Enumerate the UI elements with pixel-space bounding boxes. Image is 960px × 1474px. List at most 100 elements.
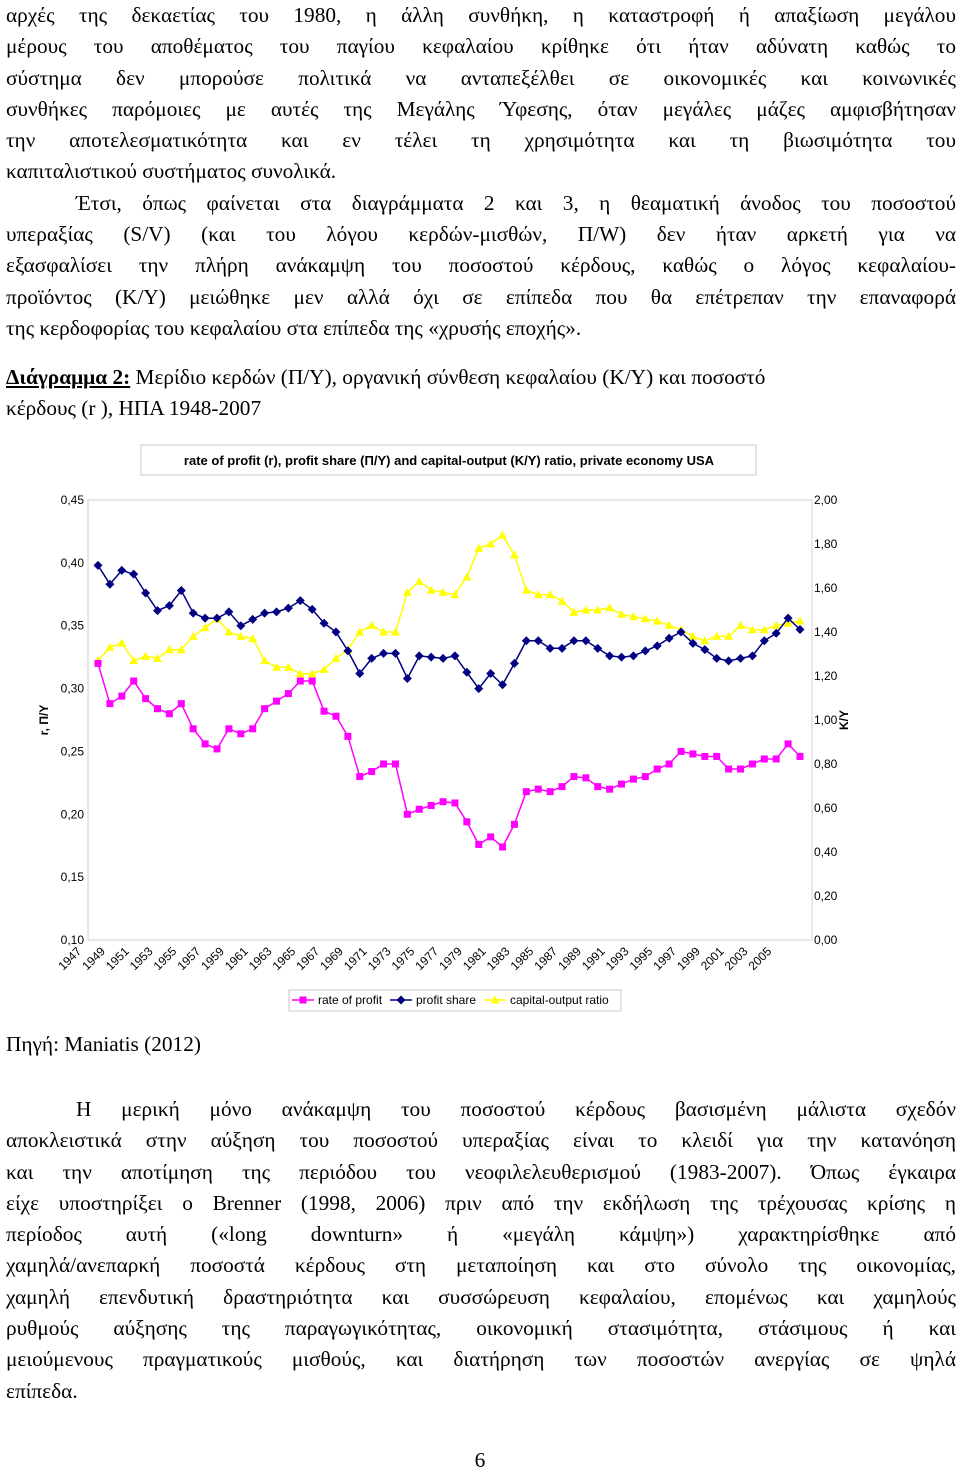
data-point <box>725 765 733 773</box>
data-point <box>188 608 198 618</box>
data-point <box>581 605 591 614</box>
data-point <box>390 627 400 636</box>
figure-label: Διάγραμμα 2: <box>6 365 131 389</box>
data-point <box>546 788 554 796</box>
series-rate-of-profit <box>94 659 804 851</box>
data-point <box>736 620 746 629</box>
plot-area <box>87 499 813 941</box>
data-point <box>677 747 685 755</box>
data-point <box>260 608 270 618</box>
data-point <box>236 631 246 640</box>
data-point <box>439 798 447 806</box>
text-line: και την αποτίμηση της περιόδου του νεοφι… <box>6 1159 956 1184</box>
data-point <box>248 634 258 643</box>
data-point <box>319 664 329 673</box>
text-line: περίοδος αυτή («long downturn» ή «μεγάλη… <box>6 1222 956 1247</box>
data-point <box>142 695 150 703</box>
data-point <box>272 697 280 705</box>
data-point <box>629 775 637 783</box>
text-line: συνθήκες παρόμοιες με αυτές της Μεγάλης … <box>6 96 956 121</box>
data-point <box>487 833 495 841</box>
data-point <box>617 652 627 662</box>
data-point <box>130 677 138 685</box>
data-point <box>295 669 305 678</box>
data-point <box>403 810 411 818</box>
data-point <box>105 579 115 589</box>
data-point <box>402 674 412 684</box>
data-point <box>153 705 161 713</box>
data-point <box>295 596 305 606</box>
data-point <box>368 768 376 776</box>
data-point <box>391 760 399 768</box>
data-point <box>414 651 424 661</box>
data-point <box>499 843 507 851</box>
data-point <box>248 614 258 624</box>
text-line: χαμηλή επενδυτική δραστηριότητα και συσσ… <box>6 1284 956 1309</box>
text-line: χαμηλά/ανεπαρκή ποσοστά κέρδους στη μετα… <box>6 1253 956 1278</box>
data-point <box>438 653 448 663</box>
data-point <box>118 692 126 700</box>
data-point <box>320 707 328 715</box>
data-point <box>236 621 246 631</box>
data-point <box>618 780 626 788</box>
y-tick-label: 0,25 <box>61 744 85 758</box>
data-point <box>355 627 365 636</box>
data-point <box>344 732 352 740</box>
data-point <box>700 636 710 645</box>
legend-marker <box>490 995 500 1004</box>
data-point <box>747 651 757 661</box>
data-point <box>772 755 780 763</box>
data-point <box>795 624 805 634</box>
data-point <box>486 668 496 678</box>
figure-caption: Διάγραμμα 2: Μερίδιο κερδών (Π/Y), οργαν… <box>6 362 956 425</box>
paragraph-2: Η μερική μόνο ανάκαμψη του ποσοστού κέρδ… <box>6 1094 956 1407</box>
data-point <box>533 590 543 599</box>
data-point <box>498 680 508 690</box>
data-point <box>296 677 304 685</box>
data-point <box>319 618 329 628</box>
data-point <box>200 623 210 632</box>
data-point <box>177 700 185 708</box>
data-point <box>188 631 198 640</box>
data-point <box>463 818 471 826</box>
text-line: μειούμενους πραγματικούς μισθούς, και δι… <box>6 1347 956 1372</box>
data-point <box>152 653 162 662</box>
data-point <box>152 606 162 616</box>
data-point <box>106 700 114 708</box>
data-point <box>784 740 792 748</box>
y-axis-label: r, Π/Y <box>37 705 51 736</box>
data-point <box>117 565 127 575</box>
data-point <box>748 760 756 768</box>
y-tick-label: 0,15 <box>61 870 85 884</box>
data-point <box>713 752 721 760</box>
data-point <box>724 631 734 640</box>
data-point <box>224 607 234 617</box>
data-point <box>343 646 353 656</box>
y2-tick-label: 0,80 <box>814 757 838 771</box>
data-point <box>426 585 436 594</box>
data-point <box>676 627 686 637</box>
data-point <box>737 765 745 773</box>
data-point <box>189 725 197 733</box>
data-point <box>475 840 483 848</box>
data-point <box>141 588 151 598</box>
y-tick-label: 0,35 <box>61 619 85 633</box>
data-point <box>569 607 579 616</box>
data-point <box>331 653 341 662</box>
data-point <box>426 652 436 662</box>
legend-marker <box>396 995 406 1005</box>
data-point <box>545 643 555 653</box>
data-point <box>736 653 746 663</box>
data-point <box>450 590 460 599</box>
data-point <box>164 601 174 611</box>
data-point <box>176 645 186 654</box>
text-line: σύστημα δεν μπορούσε πολιτικά να ανταπεξ… <box>6 65 956 90</box>
data-point <box>332 712 340 720</box>
data-point <box>164 645 174 654</box>
data-point <box>771 620 781 629</box>
y-tick-label: 0,30 <box>61 682 85 696</box>
data-point <box>271 662 281 671</box>
data-point <box>474 684 484 694</box>
data-point <box>771 628 781 638</box>
data-point <box>521 585 531 594</box>
